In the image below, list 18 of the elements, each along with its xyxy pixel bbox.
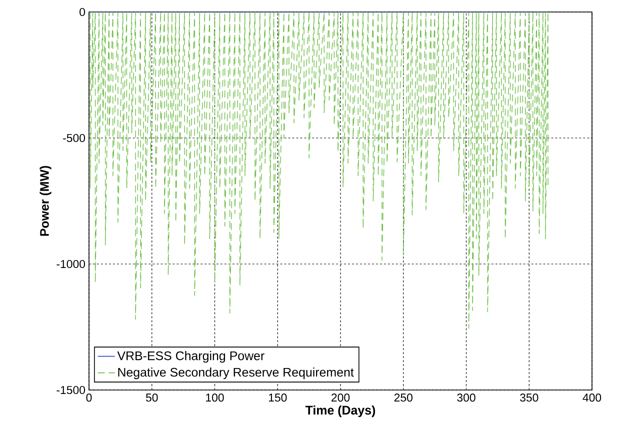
x-axis-title: Time (Days) bbox=[305, 405, 376, 418]
x-tick-label: 200 bbox=[332, 394, 350, 402]
x-tick-label: 250 bbox=[394, 394, 412, 402]
x-tick-label: 150 bbox=[268, 394, 287, 402]
x-tick-label: 350 bbox=[520, 394, 538, 402]
x-tick-label: 50 bbox=[146, 394, 158, 402]
y-axis-title: Power (MW) bbox=[40, 166, 52, 236]
x-tick-label: 0 bbox=[86, 394, 92, 402]
x-tick-label: 300 bbox=[457, 394, 476, 402]
line-series bbox=[90, 12, 548, 329]
x-tick-label: 100 bbox=[206, 394, 224, 402]
legend-label: Negative Secondary Reserve Requirement bbox=[118, 368, 354, 380]
y-tick-label: -500 bbox=[63, 134, 86, 142]
y-tick-label: 0 bbox=[80, 8, 86, 16]
legend-label: VRB-ESS Charging Power bbox=[117, 351, 264, 363]
y-tick-label: -1000 bbox=[56, 260, 86, 268]
x-tick-label: 400 bbox=[582, 394, 602, 402]
y-tick-label: -1500 bbox=[56, 386, 86, 394]
